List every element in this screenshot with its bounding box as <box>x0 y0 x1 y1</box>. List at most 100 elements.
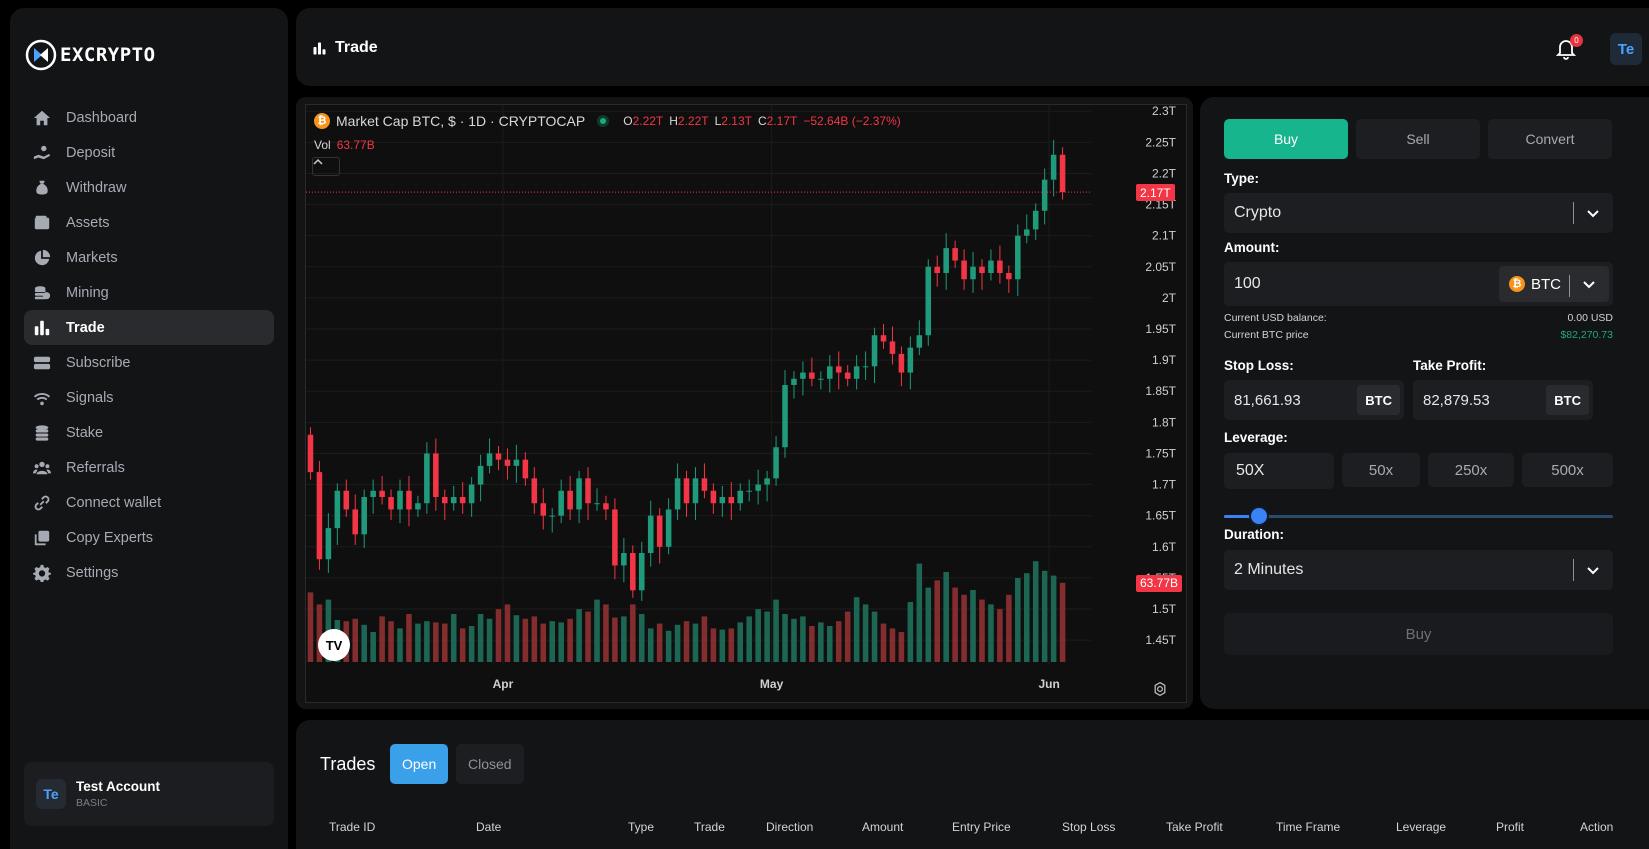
volume-bar <box>656 623 663 662</box>
stop-loss-input[interactable]: 81,661.93 BTC <box>1224 380 1404 420</box>
volume-bar <box>459 628 466 662</box>
candle-body <box>1050 154 1057 180</box>
change-value: −52.64B (−2.37%) <box>803 114 901 128</box>
leverage-slider[interactable] <box>1224 506 1613 526</box>
volume-bar <box>818 622 824 662</box>
chart-settings-button[interactable] <box>1152 681 1168 697</box>
x-tick-label: May <box>760 677 784 691</box>
tab-closed-trades[interactable]: Closed <box>456 744 524 784</box>
tab-buy[interactable]: Buy <box>1224 119 1348 159</box>
sidebar-item-settings[interactable]: Settings <box>24 555 274 590</box>
column-header[interactable]: Profit <box>1496 820 1525 834</box>
column-header[interactable]: Stop Loss <box>1062 820 1116 834</box>
volume-bar <box>952 587 958 662</box>
candle-body <box>504 459 511 466</box>
collapse-legend-button[interactable] <box>312 157 340 176</box>
open-value: 2.22T <box>632 114 664 128</box>
sidebar-item-assets[interactable]: Assets <box>24 205 274 240</box>
sidebar-item-dashboard[interactable]: Dashboard <box>24 100 274 135</box>
account-card[interactable]: Te Test Account BASIC <box>24 762 274 826</box>
users-icon <box>32 458 52 478</box>
sidebar-item-mining[interactable]: Mining <box>24 275 274 310</box>
leverage-option-500x[interactable]: 500x <box>1522 453 1613 487</box>
high-value: 2.22T <box>677 114 709 128</box>
column-header[interactable]: Amount <box>862 820 904 834</box>
type-select[interactable]: Crypto <box>1224 193 1613 233</box>
usd-balance-value: 0.00 USD <box>1567 312 1613 324</box>
sidebar-item-copy-experts[interactable]: Copy Experts <box>24 520 274 555</box>
header-avatar[interactable]: Te <box>1610 33 1642 65</box>
volume-bar <box>970 590 976 662</box>
sidebar-item-connect-wallet[interactable]: Connect wallet <box>24 485 274 520</box>
duration-select[interactable]: 2 Minutes <box>1224 550 1613 590</box>
tradingview-logo[interactable]: TV <box>318 629 350 661</box>
x-tick-label: Apr <box>493 677 514 691</box>
volume-bar <box>782 614 788 662</box>
candle-body <box>889 341 896 354</box>
volume-bar <box>433 622 439 662</box>
leverage-option-50x[interactable]: 50x <box>1342 453 1420 487</box>
sidebar-item-deposit[interactable]: Deposit <box>24 135 274 170</box>
amount-input[interactable]: 100 ₿ BTC <box>1224 262 1613 306</box>
tab-convert[interactable]: Convert <box>1488 119 1612 159</box>
sidebar-item-stake[interactable]: Stake <box>24 415 274 450</box>
column-header[interactable]: Time Frame <box>1276 820 1341 834</box>
bitcoin-icon: ₿ <box>1509 276 1525 292</box>
column-header[interactable]: Entry Price <box>952 820 1011 834</box>
stack-icon <box>32 423 52 443</box>
volume-bar <box>791 618 797 662</box>
type-label: Type: <box>1224 171 1260 186</box>
volume-bar <box>665 630 672 662</box>
sidebar-item-referrals[interactable]: Referrals <box>24 450 274 485</box>
volume-readout: Vol 63.77B <box>314 138 375 152</box>
sidebar-item-trade[interactable]: Trade <box>24 310 274 345</box>
leverage-option-250x[interactable]: 250x <box>1428 453 1514 487</box>
y-tick-label: 1.65T <box>1145 509 1176 523</box>
column-header[interactable]: Trade ID <box>329 820 376 834</box>
copy-icon <box>32 528 52 548</box>
sidebar: EXCRYPTO Dashboard Deposit Withdraw Asse… <box>10 8 288 849</box>
volume-bar <box>307 592 314 662</box>
volume-bar <box>997 609 1003 662</box>
submit-buy-button[interactable]: Buy <box>1224 613 1613 655</box>
y-tick-label: 1.9T <box>1152 353 1177 367</box>
candle-body <box>379 490 385 497</box>
volume-bar <box>594 599 600 662</box>
volume-bar <box>540 623 547 662</box>
column-header[interactable]: Leverage <box>1396 820 1447 834</box>
column-header[interactable]: Date <box>476 820 502 834</box>
server-icon <box>32 353 52 373</box>
tab-sell[interactable]: Sell <box>1356 119 1480 159</box>
amount-currency-select[interactable]: ₿ BTC <box>1499 266 1609 302</box>
column-header[interactable]: Trade <box>694 820 725 834</box>
volume-bar <box>1041 570 1048 662</box>
price-chart[interactable]: 2.3T 2.25T 2.2T 2.15T 2.1T 2.05T 2T 1.95T 1.9T 1.… <box>305 104 1187 703</box>
candle-body <box>979 266 985 273</box>
volume-bar <box>406 614 412 662</box>
volume-bar <box>719 629 726 662</box>
sidebar-item-withdraw[interactable]: Withdraw <box>24 170 274 205</box>
y-tick-label: 1.8T <box>1152 415 1177 429</box>
candle-body <box>934 266 940 273</box>
column-header[interactable]: Take Profit <box>1166 820 1223 834</box>
sidebar-item-label: Subscribe <box>66 354 131 371</box>
notifications-button[interactable]: 0 <box>1555 34 1583 62</box>
candle-body <box>907 347 914 373</box>
leverage-slider-handle[interactable] <box>1249 506 1269 526</box>
low-value: 2.13T <box>721 114 752 128</box>
candle-body <box>782 385 788 448</box>
column-header[interactable]: Type <box>628 820 655 834</box>
sidebar-item-markets[interactable]: Markets <box>24 240 274 275</box>
sidebar-nav: Dashboard Deposit Withdraw Assets Market… <box>24 100 274 590</box>
leverage-input[interactable]: 50X <box>1224 453 1334 489</box>
trade-form: Buy Sell Convert Type: Crypto Amount: 10… <box>1200 97 1649 709</box>
take-profit-input[interactable]: 82,879.53 BTC <box>1413 380 1593 420</box>
brand-logo[interactable]: EXCRYPTO <box>24 38 156 72</box>
sidebar-item-signals[interactable]: Signals <box>24 380 274 415</box>
candle-body <box>424 453 430 504</box>
column-header[interactable]: Direction <box>766 820 814 834</box>
column-header[interactable]: Action <box>1580 820 1614 834</box>
tab-open-trades[interactable]: Open <box>390 744 449 784</box>
volume-bar <box>880 623 887 662</box>
sidebar-item-subscribe[interactable]: Subscribe <box>24 345 274 380</box>
